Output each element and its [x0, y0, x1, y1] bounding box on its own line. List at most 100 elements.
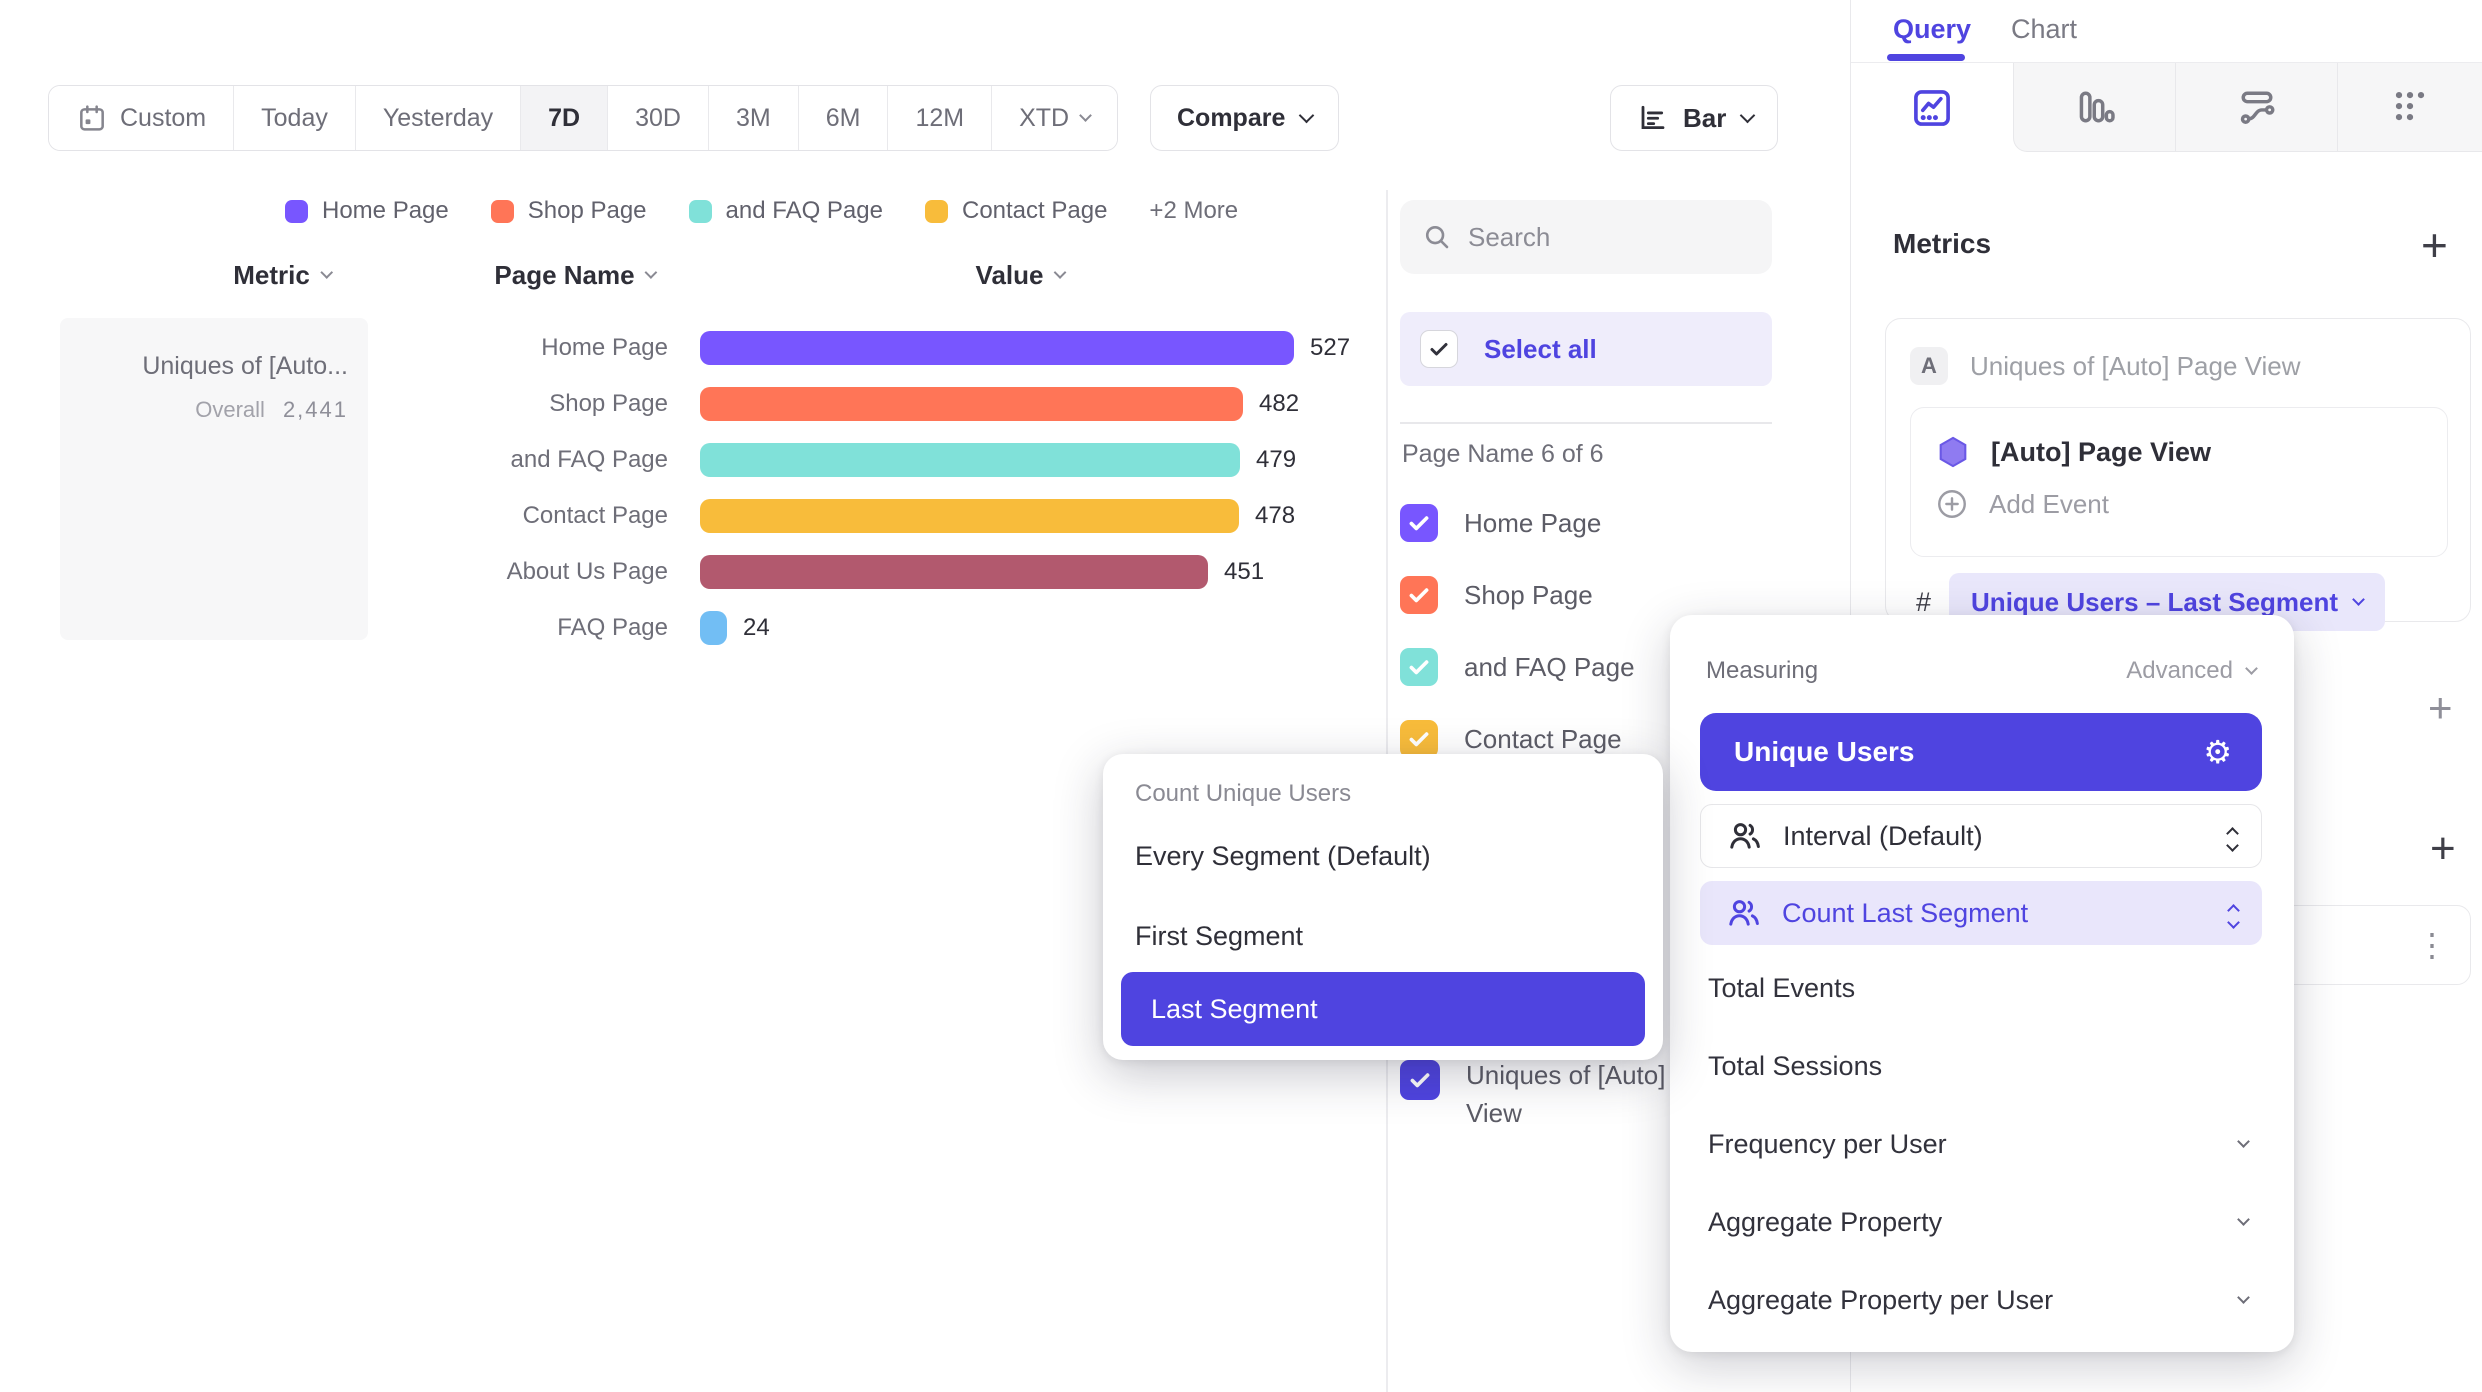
filter-checkbox[interactable]	[1400, 576, 1438, 614]
chevron-down-icon	[1079, 108, 1092, 122]
search-icon	[1422, 222, 1452, 252]
filter-item[interactable]: and FAQ Page	[1400, 631, 1639, 703]
stepper-icon	[2226, 823, 2239, 852]
bar-category-label: Home Page	[541, 334, 668, 361]
bar-value-label: 479	[1256, 446, 1297, 473]
tab-query[interactable]: Query	[1893, 14, 1972, 44]
range-12m[interactable]: 12M	[887, 86, 992, 150]
stepper-icon	[2227, 900, 2240, 929]
search-input[interactable]	[1468, 221, 1750, 253]
bar-segment[interactable]	[700, 387, 1243, 421]
report-tab-funnels[interactable]	[2013, 63, 2175, 152]
chevron-down-icon	[2237, 1212, 2250, 1226]
apps-grid-icon	[2388, 85, 2432, 129]
bar-row: and FAQ Page 479	[380, 432, 1350, 488]
range-yesterday[interactable]: Yesterday	[354, 86, 521, 150]
column-header-metric[interactable]: Metric	[233, 260, 333, 291]
column-header-value[interactable]: Value	[976, 260, 1067, 291]
event-hexagon-icon	[1935, 434, 1971, 470]
metric-checkbox[interactable]	[1400, 1060, 1440, 1100]
metric-cell[interactable]: Uniques of [Auto... Overall 2,441	[60, 318, 368, 640]
bar-category-label: About Us Page	[506, 558, 668, 585]
event-label: [Auto] Page View	[1991, 436, 2212, 467]
range-7d[interactable]: 7D	[520, 86, 608, 150]
option-total-events[interactable]: Total Events	[1700, 949, 2262, 1027]
chevron-down-icon	[2352, 592, 2365, 606]
measuring-dropdown: Measuring Advanced Unique Users ⚙ Interv…	[1670, 615, 2294, 1352]
legend-label: Home Page	[322, 197, 449, 224]
compare-button[interactable]: Compare	[1150, 85, 1340, 151]
bar-chart-icon	[1635, 102, 1667, 134]
metrics-heading: Metrics	[1893, 228, 1992, 259]
event-row[interactable]: [Auto] Page View	[1935, 426, 2447, 478]
option-total-sessions[interactable]: Total Sessions	[1700, 1027, 2262, 1105]
legend-item[interactable]: Contact Page	[924, 197, 1108, 225]
range-today[interactable]: Today	[233, 86, 355, 150]
segment-option-every-segment-default-[interactable]: Every Segment (Default)	[1135, 840, 1431, 871]
range-3m[interactable]: 3M	[707, 86, 798, 150]
report-tab-insights[interactable]	[1851, 63, 2013, 152]
legend-more[interactable]: +2 More	[1149, 197, 1239, 224]
option-unique-users[interactable]: Unique Users ⚙	[1700, 713, 2262, 791]
tab-chart[interactable]: Chart	[2011, 14, 2078, 44]
people-icon	[1727, 818, 1763, 854]
segment-option-last-segment[interactable]: Last Segment	[1121, 972, 1645, 1046]
bar-row: About Us Page 451	[380, 544, 1350, 600]
chevron-down-icon	[1299, 107, 1315, 123]
option-count-last-segment[interactable]: Count Last Segment	[1700, 881, 2262, 945]
add-filter-button[interactable]: +	[2428, 684, 2453, 731]
select-all-checkbox[interactable]	[1420, 330, 1458, 368]
option-frequency-per-user[interactable]: Frequency per User	[1700, 1105, 2262, 1183]
option-aggregate-property-per-user[interactable]: Aggregate Property per User	[1700, 1261, 2262, 1339]
range-label: 3M	[735, 103, 771, 132]
bar-segment[interactable]	[700, 499, 1239, 533]
filter-checkbox[interactable]	[1400, 504, 1438, 542]
bar-segment[interactable]	[700, 331, 1294, 365]
add-metric-button[interactable]: +	[2421, 219, 2448, 271]
filter-item[interactable]: Shop Page	[1400, 559, 1639, 631]
add-event-label: Add Event	[1989, 488, 2109, 519]
bar-row: FAQ Page 24	[380, 600, 1350, 656]
range-6m[interactable]: 6M	[797, 86, 888, 150]
option-aggregate-property[interactable]: Aggregate Property	[1700, 1183, 2262, 1261]
funnel-bars-icon	[2073, 85, 2117, 129]
people-icon	[1726, 895, 1762, 931]
metric-definition-card[interactable]: A Uniques of [Auto] Page View [Auto] Pag…	[1885, 318, 2471, 631]
range-label: Custom	[120, 103, 207, 132]
range-xtd[interactable]: XTD	[991, 86, 1118, 150]
column-header-page-name[interactable]: Page Name	[494, 260, 658, 291]
search-box[interactable]	[1400, 200, 1772, 274]
add-breakdown-button[interactable]: +	[2430, 824, 2456, 873]
range-label: 7D	[548, 103, 581, 132]
select-all-row[interactable]: Select all	[1400, 312, 1772, 386]
filter-item[interactable]: Contact Page	[1400, 703, 1639, 775]
report-tab-more[interactable]	[2337, 63, 2482, 152]
bar-segment[interactable]	[700, 611, 727, 645]
chart-type-button[interactable]: Bar	[1610, 85, 1779, 151]
advanced-toggle[interactable]: Advanced	[2126, 657, 2258, 685]
select-all-label: Select all	[1484, 333, 1597, 364]
filter-checkbox[interactable]	[1400, 720, 1438, 758]
legend-item[interactable]: Home Page	[285, 197, 449, 225]
segment-option-first-segment[interactable]: First Segment	[1135, 920, 1304, 951]
range-30d[interactable]: 30D	[607, 86, 708, 150]
report-tab-flows[interactable]	[2175, 63, 2337, 152]
filter-checkbox[interactable]	[1400, 648, 1438, 686]
add-event-row[interactable]: Add Event	[1935, 478, 2447, 530]
range-custom[interactable]: Custom	[49, 86, 234, 150]
date-range-group: Custom Today Yesterday 7D 30D 3M 6M 12M XTD	[48, 85, 1119, 151]
gear-icon[interactable]: ⚙	[2203, 733, 2232, 771]
insights-icon	[1909, 85, 1955, 131]
legend-item[interactable]: and FAQ Page	[688, 197, 883, 225]
bar-segment[interactable]	[700, 555, 1208, 589]
filter-item[interactable]: Home Page	[1400, 487, 1639, 559]
legend-label: Contact Page	[961, 197, 1108, 224]
kebab-menu-icon[interactable]: ⋮	[2416, 927, 2448, 963]
chevron-down-icon	[644, 266, 658, 279]
bar-value-label: 478	[1255, 502, 1296, 529]
bar-chart: Home Page 527 Shop Page 482 and FAQ Page 479 C…	[380, 320, 1350, 656]
legend-item[interactable]: Shop Page	[490, 197, 647, 225]
bar-segment[interactable]	[700, 443, 1240, 477]
option-interval[interactable]: Interval (Default)	[1700, 804, 2262, 868]
range-label: Yesterday	[382, 103, 494, 132]
